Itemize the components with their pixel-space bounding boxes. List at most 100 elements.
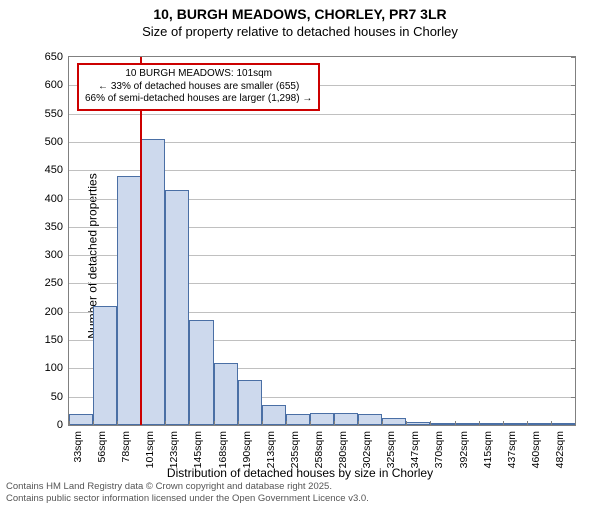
- histogram-bar: [455, 423, 479, 425]
- y-tick-mark: [571, 312, 576, 313]
- x-tick-label: 302sqm: [361, 431, 373, 468]
- x-tick-mark: [189, 421, 190, 426]
- y-tick-mark: [571, 57, 576, 58]
- plot-area: 0501001502002503003504004505005506006503…: [68, 56, 576, 426]
- y-tick-label: 0: [57, 419, 69, 431]
- y-tick-label: 350: [45, 221, 69, 233]
- x-tick-mark: [117, 421, 118, 426]
- annotation-callout: 10 BURGH MEADOWS: 101sqm ← 33% of detach…: [77, 63, 320, 111]
- y-tick-label: 600: [45, 79, 69, 91]
- x-tick-label: 370sqm: [433, 431, 445, 468]
- x-tick-label: 168sqm: [217, 431, 229, 468]
- y-tick-label: 250: [45, 277, 69, 289]
- x-tick-mark: [527, 421, 528, 426]
- x-tick-mark: [551, 421, 552, 426]
- histogram-bar: [479, 423, 503, 425]
- x-tick-mark: [406, 421, 407, 426]
- x-tick-label: 101sqm: [144, 431, 156, 468]
- histogram-bar: [69, 414, 93, 425]
- histogram-bar: [262, 405, 286, 425]
- y-tick-mark: [571, 85, 576, 86]
- histogram-bar: [165, 190, 189, 425]
- x-tick-mark: [238, 421, 239, 426]
- x-tick-label: 33sqm: [72, 431, 84, 463]
- histogram-bar: [189, 320, 213, 425]
- histogram-bar: [238, 380, 262, 425]
- chart-title: 10, BURGH MEADOWS, CHORLEY, PR7 3LR: [0, 6, 600, 22]
- y-tick-label: 50: [51, 391, 69, 403]
- y-tick-mark: [571, 255, 576, 256]
- x-tick-label: 190sqm: [241, 431, 253, 468]
- x-tick-mark: [310, 421, 311, 426]
- y-tick-mark: [571, 170, 576, 171]
- y-tick-mark: [571, 397, 576, 398]
- y-tick-mark: [571, 368, 576, 369]
- y-tick-label: 200: [45, 306, 69, 318]
- x-tick-mark: [455, 421, 456, 426]
- x-tick-mark: [479, 421, 480, 426]
- histogram-bar: [310, 413, 334, 425]
- annotation-line-2: ← 33% of detached houses are smaller (65…: [85, 81, 312, 94]
- x-tick-label: 123sqm: [168, 431, 180, 468]
- histogram-bar: [334, 413, 358, 425]
- y-tick-label: 500: [45, 136, 69, 148]
- annotation-line-1: 10 BURGH MEADOWS: 101sqm: [85, 68, 312, 81]
- x-tick-mark: [382, 421, 383, 426]
- y-tick-label: 650: [45, 51, 69, 63]
- property-marker-line: [140, 57, 142, 425]
- x-tick-label: 347sqm: [409, 431, 421, 468]
- gridline: [69, 114, 575, 115]
- x-tick-label: 460sqm: [530, 431, 542, 468]
- histogram-bar: [430, 423, 454, 425]
- histogram-bar: [286, 414, 310, 425]
- x-tick-label: 56sqm: [96, 431, 108, 463]
- x-tick-label: 482sqm: [554, 431, 566, 468]
- x-tick-label: 213sqm: [265, 431, 277, 468]
- histogram-bar: [358, 414, 382, 425]
- x-axis-label: Distribution of detached houses by size …: [0, 466, 600, 480]
- histogram-bar: [214, 363, 238, 425]
- y-tick-label: 450: [45, 164, 69, 176]
- y-tick-mark: [571, 114, 576, 115]
- footer-line-1: Contains HM Land Registry data © Crown c…: [6, 481, 369, 492]
- histogram-bar: [141, 139, 165, 425]
- x-tick-mark: [165, 421, 166, 426]
- y-tick-mark: [571, 142, 576, 143]
- y-tick-label: 100: [45, 362, 69, 374]
- y-tick-label: 150: [45, 334, 69, 346]
- x-tick-label: 280sqm: [337, 431, 349, 468]
- annotation-line-3: 66% of semi-detached houses are larger (…: [85, 93, 312, 106]
- histogram-bar: [503, 423, 527, 425]
- histogram-bar: [551, 423, 575, 425]
- x-tick-mark: [262, 421, 263, 426]
- x-tick-mark: [575, 421, 576, 426]
- attribution-footer: Contains HM Land Registry data © Crown c…: [6, 481, 369, 504]
- x-tick-label: 437sqm: [506, 431, 518, 468]
- y-tick-label: 300: [45, 249, 69, 261]
- x-tick-label: 415sqm: [482, 431, 494, 468]
- x-tick-mark: [334, 421, 335, 426]
- histogram-bar: [93, 306, 117, 425]
- x-tick-mark: [358, 421, 359, 426]
- x-tick-mark: [93, 421, 94, 426]
- chart-container: 10, BURGH MEADOWS, CHORLEY, PR7 3LR Size…: [0, 6, 600, 506]
- chart-subtitle: Size of property relative to detached ho…: [0, 24, 600, 39]
- histogram-bar: [382, 418, 406, 425]
- histogram-bar: [117, 176, 141, 425]
- x-tick-mark: [69, 421, 70, 426]
- y-tick-mark: [571, 340, 576, 341]
- y-tick-label: 400: [45, 193, 69, 205]
- x-tick-mark: [286, 421, 287, 426]
- x-tick-mark: [503, 421, 504, 426]
- x-tick-label: 258sqm: [313, 431, 325, 468]
- y-tick-label: 550: [45, 108, 69, 120]
- histogram-bar: [406, 422, 430, 425]
- x-tick-mark: [430, 421, 431, 426]
- x-tick-label: 235sqm: [289, 431, 301, 468]
- y-tick-mark: [571, 283, 576, 284]
- histogram-bar: [527, 423, 551, 425]
- x-tick-label: 78sqm: [120, 431, 132, 463]
- x-tick-label: 145sqm: [192, 431, 204, 468]
- x-tick-label: 325sqm: [385, 431, 397, 468]
- x-tick-mark: [214, 421, 215, 426]
